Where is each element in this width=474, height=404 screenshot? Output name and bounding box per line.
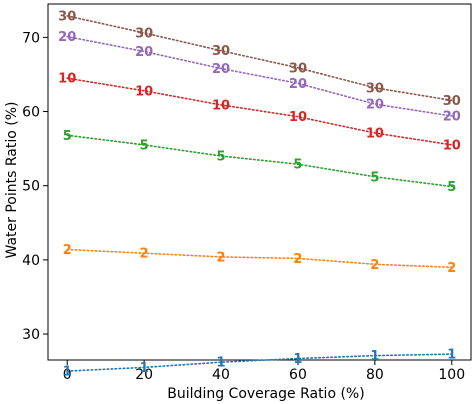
axes: 0 20 40 60 80 100 30 40 50 60 70	[22, 3, 472, 383]
point-label: 10	[212, 98, 230, 113]
series-line	[66, 77, 453, 146]
point-label: 2	[370, 258, 379, 273]
y-axis-title: Water Points Ratio (%)	[4, 102, 20, 259]
point-label: 10	[135, 84, 153, 99]
point-label: 5	[293, 158, 302, 173]
point-label: 10	[58, 72, 76, 87]
series-line	[66, 134, 453, 188]
point-label: 20	[366, 98, 384, 113]
y-tick-label: 40	[22, 253, 40, 269]
point-label: 2	[140, 247, 149, 262]
x-tick-label: 20	[135, 367, 153, 383]
point-label: 5	[140, 138, 149, 153]
series-line	[66, 15, 453, 102]
point-label: 10	[289, 110, 307, 125]
point-label: 1	[63, 365, 72, 380]
point-label: 2	[447, 261, 456, 276]
point-label: 20	[443, 109, 461, 124]
point-label: 20	[289, 77, 307, 92]
point-label: 2	[63, 243, 72, 258]
series-line	[66, 353, 453, 372]
point-label: 5	[370, 170, 379, 185]
point-label: 30	[212, 44, 230, 59]
x-tick-label: 0	[63, 367, 72, 383]
point-label: 30	[58, 9, 76, 24]
point-label: 20	[58, 30, 76, 45]
point-label: 10	[443, 138, 461, 153]
x-tick-label: 80	[366, 367, 384, 383]
y-tick-label: 70	[22, 30, 40, 46]
point-label: 2	[217, 250, 226, 265]
x-tick-label: 60	[289, 367, 307, 383]
point-label: 5	[447, 180, 456, 195]
series-line	[66, 35, 453, 117]
point-label: 20	[135, 45, 153, 60]
point-label: 5	[217, 150, 226, 165]
point-label: 30	[366, 81, 384, 96]
point-label: 1	[140, 361, 149, 376]
series-layer: 1 1 1 1 1 12 2 2 2 2 25555551010101010102020202020…	[58, 9, 461, 379]
point-label: 30	[135, 26, 153, 41]
point-label: 1	[447, 348, 456, 363]
y-tick-label: 50	[22, 179, 40, 195]
point-label: 30	[289, 61, 307, 76]
y-tick-label: 30	[22, 327, 40, 343]
plot-frame	[47, 3, 472, 361]
point-label: 1	[293, 352, 302, 367]
point-label: 20	[212, 62, 230, 77]
series-1: 1 1 1 1 1 1	[63, 348, 457, 380]
y-tick-label: 60	[22, 105, 40, 121]
x-tick-label: 100	[438, 367, 465, 383]
point-label: 1	[370, 349, 379, 364]
series-30: 30 30 30 30 30 30	[58, 9, 461, 109]
point-label: 1	[217, 356, 226, 371]
point-label: 10	[366, 127, 384, 142]
point-label: 30	[443, 94, 461, 109]
x-tick-label: 40	[212, 367, 230, 383]
x-axis-title: Building Coverage Ratio (%)	[167, 386, 364, 402]
series-5: 5 5 5 5 5 5	[63, 129, 457, 195]
point-label: 2	[293, 252, 302, 267]
point-label: 5	[63, 129, 72, 144]
series-20: 20 20 20 20 20 20	[58, 30, 461, 124]
series-10: 10 10 10 10 10 10	[58, 72, 461, 154]
series-2: 2 2 2 2 2 2	[63, 243, 457, 276]
series-line	[66, 248, 453, 269]
